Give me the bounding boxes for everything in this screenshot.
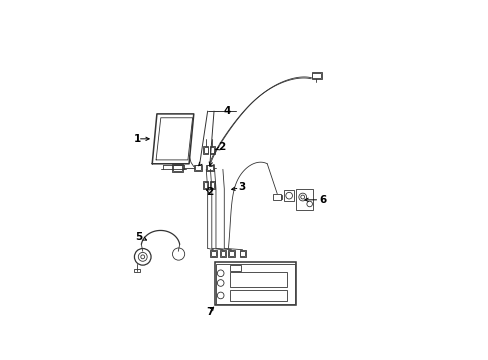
Bar — [203, 146, 208, 154]
Bar — [239, 250, 245, 257]
Text: 2: 2 — [218, 142, 224, 152]
Bar — [206, 166, 213, 170]
Text: 6: 6 — [318, 195, 325, 205]
Bar — [209, 146, 214, 154]
Bar — [171, 164, 183, 172]
Bar — [228, 250, 234, 257]
Bar — [220, 250, 226, 257]
Bar — [229, 290, 286, 301]
Bar — [216, 264, 294, 304]
Bar — [210, 147, 213, 153]
Text: 5: 5 — [135, 232, 142, 242]
Bar — [209, 181, 214, 189]
Text: 7: 7 — [205, 306, 213, 316]
Bar — [193, 165, 202, 171]
Bar — [221, 251, 225, 256]
Bar — [204, 182, 207, 188]
Text: 3: 3 — [238, 183, 245, 192]
Bar — [204, 147, 207, 153]
Bar — [273, 194, 281, 200]
Bar — [229, 265, 241, 270]
Bar — [134, 269, 140, 272]
Text: 4: 4 — [223, 106, 230, 116]
Bar — [229, 272, 286, 287]
Bar — [194, 166, 201, 170]
Text: 1: 1 — [134, 134, 141, 144]
Text: 2: 2 — [206, 187, 213, 197]
Bar — [172, 166, 182, 171]
Bar — [281, 194, 282, 199]
Bar — [214, 262, 296, 305]
Bar — [311, 72, 322, 79]
Bar — [229, 251, 233, 256]
Bar — [210, 182, 213, 188]
Bar — [205, 165, 214, 171]
Bar — [240, 251, 244, 256]
Bar — [211, 251, 215, 256]
Bar — [210, 250, 216, 257]
Bar — [296, 189, 312, 210]
Bar — [203, 181, 208, 189]
Bar — [284, 190, 294, 201]
Bar — [312, 73, 321, 78]
